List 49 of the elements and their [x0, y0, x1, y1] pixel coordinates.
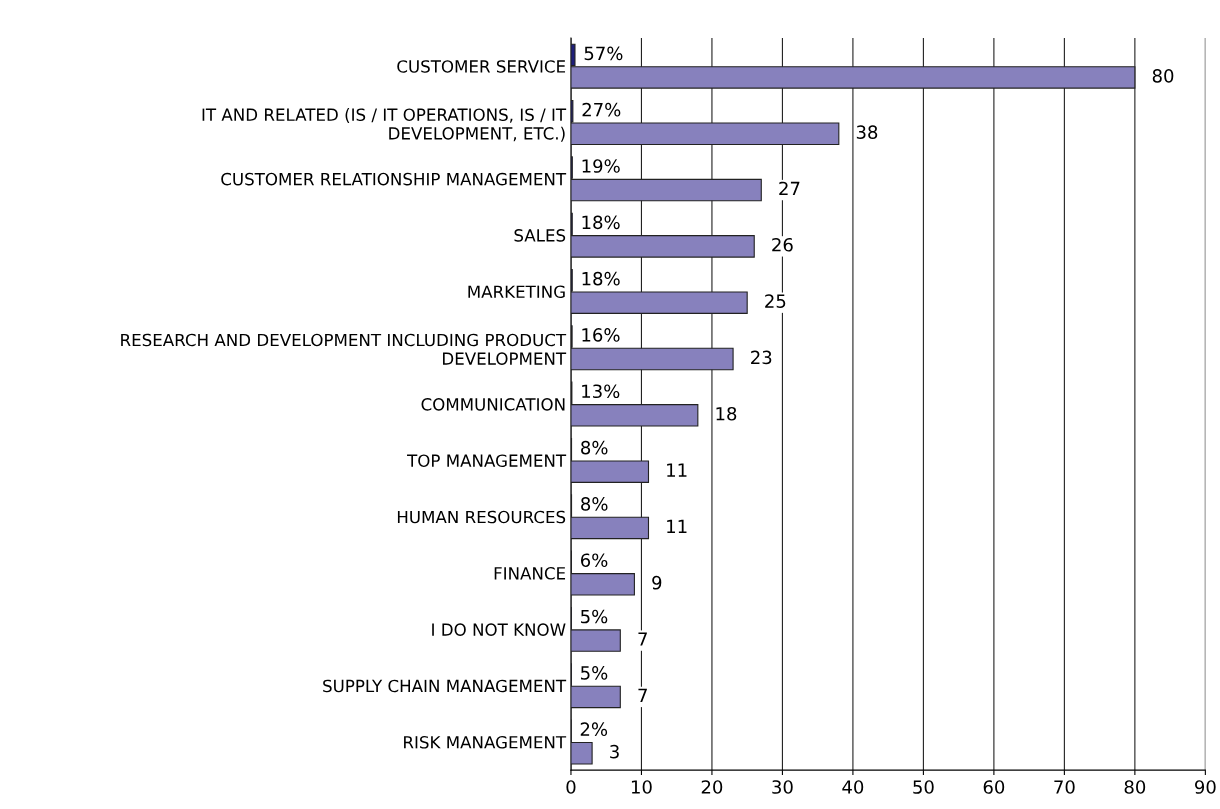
y-tick-label: SALES [514, 229, 566, 242]
data-label: 19% [582, 159, 620, 173]
data-label: 5% [581, 666, 608, 680]
data-label: 18% [582, 271, 620, 286]
data-label: 5% [581, 609, 608, 624]
y-tick-label: SUPPLY CHAIN MANAGEMENT [323, 679, 567, 693]
x-tick-label: 80 [1124, 780, 1146, 794]
y-tick-label: RESEARCH AND DEVELOPMENT INCLUDING PRODUCT DEVELOPMENT [121, 333, 567, 365]
x-tick-label: 0 [566, 780, 576, 794]
x-tick-label: 50 [913, 780, 934, 794]
data-label: 8% [581, 440, 608, 455]
data-label: 18 [716, 406, 737, 421]
x-tick-label: 20 [701, 780, 723, 794]
y-tick-label: FINANCE [494, 567, 566, 580]
y-tick-label: HUMAN RESOURCES [397, 510, 566, 524]
x-tick-label: 60 [983, 780, 1005, 794]
data-label: 16% [582, 328, 620, 342]
data-label: 38 [856, 125, 878, 139]
data-label: 80 [1152, 69, 1174, 83]
data-label: 11 [667, 519, 687, 533]
x-tick-label: 30 [772, 780, 793, 794]
data-label: 3 [610, 744, 619, 759]
y-tick-label: CUSTOMER RELATIONSHIP MANAGEMENT [221, 172, 567, 186]
y-tick-label: COMMUNICATION [421, 398, 565, 411]
data-label: 11 [667, 463, 687, 477]
data-label: 8% [581, 497, 608, 511]
data-label: 9 [652, 575, 662, 590]
data-label: 26 [772, 237, 793, 252]
data-label: 27 [779, 181, 800, 196]
x-tick-label: 70 [1054, 780, 1075, 794]
y-tick-label: I DO NOT KNOW [432, 623, 566, 636]
y-tick-label: RISK MANAGEMENT [404, 735, 567, 749]
x-tick-label: 40 [842, 780, 864, 794]
data-label: 23 [751, 350, 772, 365]
data-label: 7 [638, 632, 647, 646]
data-label: 13% [582, 384, 620, 399]
data-label: 27% [582, 102, 621, 117]
y-tick-label: IT AND RELATED (IS / IT OPERATIONS, IS / IT DEVELOPMENT, ETC.) [202, 108, 567, 142]
data-label: 2% [580, 722, 608, 737]
x-tick-label: 10 [631, 780, 652, 794]
y-tick-label: TOP MANAGEMENT [407, 454, 567, 467]
data-label: 18% [582, 215, 620, 230]
x-tick-label: 90 [1195, 780, 1216, 794]
y-tick-label: CUSTOMER SERVICE [397, 60, 566, 73]
y-tick-label: MARKETING [468, 285, 565, 299]
data-label: 57% [584, 46, 623, 61]
data-label: 6% [580, 553, 608, 568]
data-label: 7 [638, 688, 647, 702]
data-label: 25 [765, 294, 786, 308]
